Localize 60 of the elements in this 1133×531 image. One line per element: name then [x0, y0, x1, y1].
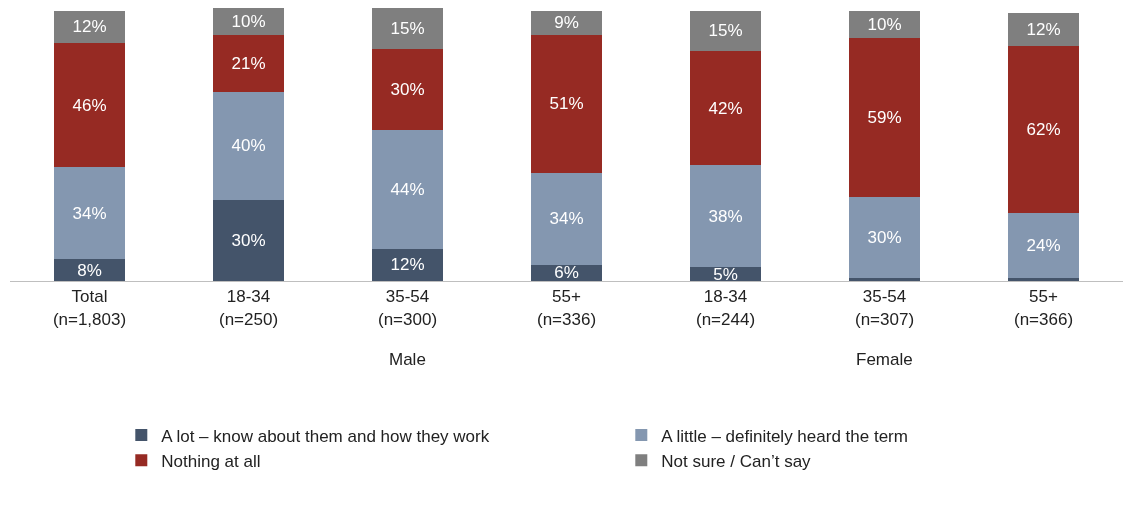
data-label: 6% — [554, 263, 579, 283]
data-label: 30% — [390, 79, 425, 99]
bar — [371, 48, 444, 130]
text: Female — [856, 350, 913, 369]
bar — [371, 129, 444, 249]
bar — [1007, 278, 1080, 281]
x-tick-label: 55+ (n=366) — [1013, 287, 1074, 329]
x-tick-label: Total (n=1,803) — [52, 287, 127, 329]
data-label: 34% — [549, 209, 584, 229]
data-label: 24% — [1026, 236, 1061, 256]
data-label: 44% — [390, 179, 425, 199]
bar — [1007, 45, 1080, 214]
data-label: 38% — [708, 206, 743, 226]
data-label: 34% — [72, 203, 107, 223]
data-label: 46% — [72, 95, 107, 115]
data-label: 15% — [708, 21, 743, 41]
bar — [212, 91, 285, 200]
x-tick-label: 18-34 (n=244) — [695, 287, 756, 329]
legend-label: Not sure / Can’t say — [661, 451, 812, 471]
data-label: 10% — [231, 12, 266, 32]
legend-label: A little – definitely heard the term — [661, 426, 908, 446]
data-label: 42% — [708, 98, 743, 118]
data-label: 40% — [231, 136, 266, 156]
data-label: 15% — [390, 18, 425, 38]
data-label: 12% — [72, 17, 107, 37]
bar — [530, 172, 603, 265]
data-label: 10% — [867, 14, 902, 34]
x-tick-label: 35-54 (n=300) — [377, 287, 438, 329]
data-label: 8% — [77, 260, 102, 280]
legend-label: Nothing at all — [161, 451, 261, 471]
bar — [371, 8, 444, 49]
bar — [689, 51, 762, 165]
data-label: 30% — [231, 230, 266, 250]
bar — [848, 197, 921, 279]
data-label: 5% — [713, 264, 738, 284]
bar — [53, 43, 126, 168]
x-tick-label: 35-54 (n=307) — [854, 287, 915, 329]
bar — [689, 10, 762, 52]
data-label: 12% — [1026, 20, 1061, 40]
bar — [212, 35, 285, 92]
bar — [1007, 13, 1080, 46]
data-label: 62% — [1026, 120, 1061, 140]
legend-label: A lot – know about them and how they work — [161, 426, 490, 446]
bar — [53, 259, 126, 281]
bar — [1007, 213, 1080, 279]
x-tick-label: 55+ (n=336) — [536, 287, 597, 329]
data-label: 59% — [867, 107, 902, 127]
x-tick-label: 18-34 (n=250) — [218, 287, 279, 329]
data-label: 30% — [867, 228, 902, 248]
bar — [530, 35, 603, 173]
data-label: 51% — [549, 94, 584, 114]
bar — [848, 278, 921, 281]
bar — [53, 167, 126, 260]
bar — [212, 199, 285, 281]
bar — [689, 164, 762, 268]
bar — [848, 37, 921, 198]
data-label: 21% — [231, 53, 266, 73]
data-label: 9% — [554, 13, 579, 33]
data-label: 12% — [390, 255, 425, 275]
text: Male — [389, 350, 426, 369]
